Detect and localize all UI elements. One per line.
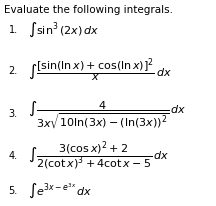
Text: 2.: 2. [9, 66, 18, 76]
Text: $\int \dfrac{3(\cos x)^{2} + 2}{2(\cot x)^{3} + 4\cot x - 5}\, dx$: $\int \dfrac{3(\cos x)^{2} + 2}{2(\cot x… [28, 139, 169, 172]
Text: 1.: 1. [9, 25, 18, 35]
Text: 3.: 3. [9, 109, 18, 119]
Text: $\int \dfrac{4}{3x\sqrt{10\ln(3x) - (\ln(3x))^{2}}}\, dx$: $\int \dfrac{4}{3x\sqrt{10\ln(3x) - (\ln… [28, 99, 187, 130]
Text: Evaluate the following integrals.: Evaluate the following integrals. [4, 5, 173, 15]
Text: $\int \dfrac{[\sin(\ln x) + \cos(\ln x)]^{2}}{x}\, dx$: $\int \dfrac{[\sin(\ln x) + \cos(\ln x)]… [28, 57, 172, 85]
Text: 4.: 4. [9, 151, 18, 160]
Text: $\int \sin^3(2x)\, dx$: $\int \sin^3(2x)\, dx$ [28, 21, 99, 39]
Text: $\int e^{3x-e^{3x}}\, dx$: $\int e^{3x-e^{3x}}\, dx$ [28, 181, 93, 200]
Text: 5.: 5. [9, 186, 18, 195]
